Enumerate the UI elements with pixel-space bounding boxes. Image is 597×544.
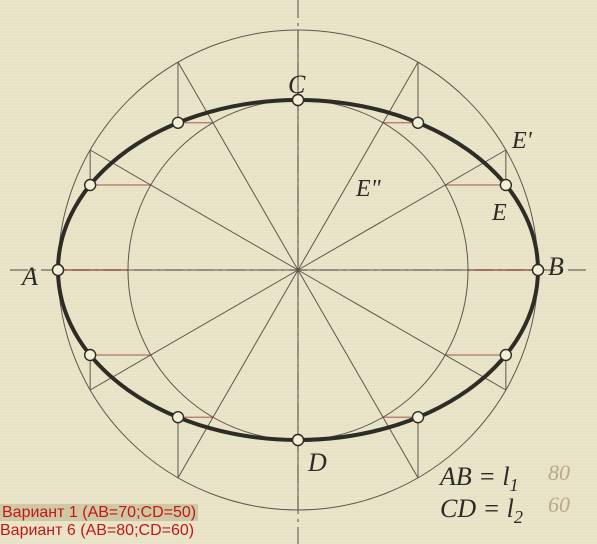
formula-CD-sub: 2 <box>514 507 523 527</box>
label-B: B <box>548 252 564 282</box>
formula-AB-sub: 1 <box>510 475 519 495</box>
formula-CD: CD = l2 <box>440 494 523 528</box>
label-Edbl: E" <box>356 176 381 203</box>
formula-CD-lhs: CD <box>440 494 476 523</box>
formula-AB-rhs: l <box>502 462 509 491</box>
faint-60: 60 <box>548 492 570 518</box>
label-E: E <box>492 200 507 227</box>
label-Eprime: E' <box>512 128 532 155</box>
variant-1-text: Вариант 1 (AB=70;CD=50) <box>0 504 198 521</box>
variant-6-text: Вариант 6 (AB=80;CD=60) <box>0 522 194 539</box>
faint-80: 80 <box>548 460 570 486</box>
variant-1: Вариант 1 (AB=70;CD=50) <box>0 504 198 522</box>
variant-6: Вариант 6 (AB=80;CD=60) <box>0 522 194 540</box>
label-C: C <box>288 70 305 100</box>
label-A: A <box>22 262 38 292</box>
label-D: D <box>308 448 327 478</box>
formula-AB-lhs: AB <box>440 462 472 491</box>
formula-AB: AB = l1 <box>440 462 519 496</box>
formula-CD-rhs: l <box>507 494 514 523</box>
